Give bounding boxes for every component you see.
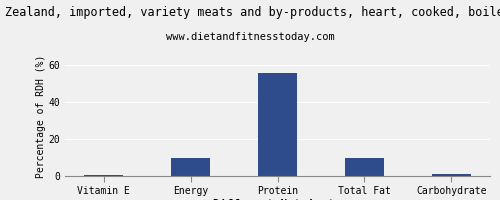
X-axis label: Different Nutrients: Different Nutrients bbox=[214, 199, 342, 200]
Text: www.dietandfitnesstoday.com: www.dietandfitnesstoday.com bbox=[166, 32, 334, 42]
Bar bbox=[432, 174, 470, 176]
Bar bbox=[258, 73, 297, 176]
Y-axis label: Percentage of RDH (%): Percentage of RDH (%) bbox=[36, 54, 46, 178]
Bar bbox=[345, 158, 384, 176]
Text: Zealand, imported, variety meats and by-products, heart, cooked, boile: Zealand, imported, variety meats and by-… bbox=[5, 6, 500, 19]
Bar bbox=[171, 158, 210, 176]
Bar bbox=[84, 175, 124, 176]
